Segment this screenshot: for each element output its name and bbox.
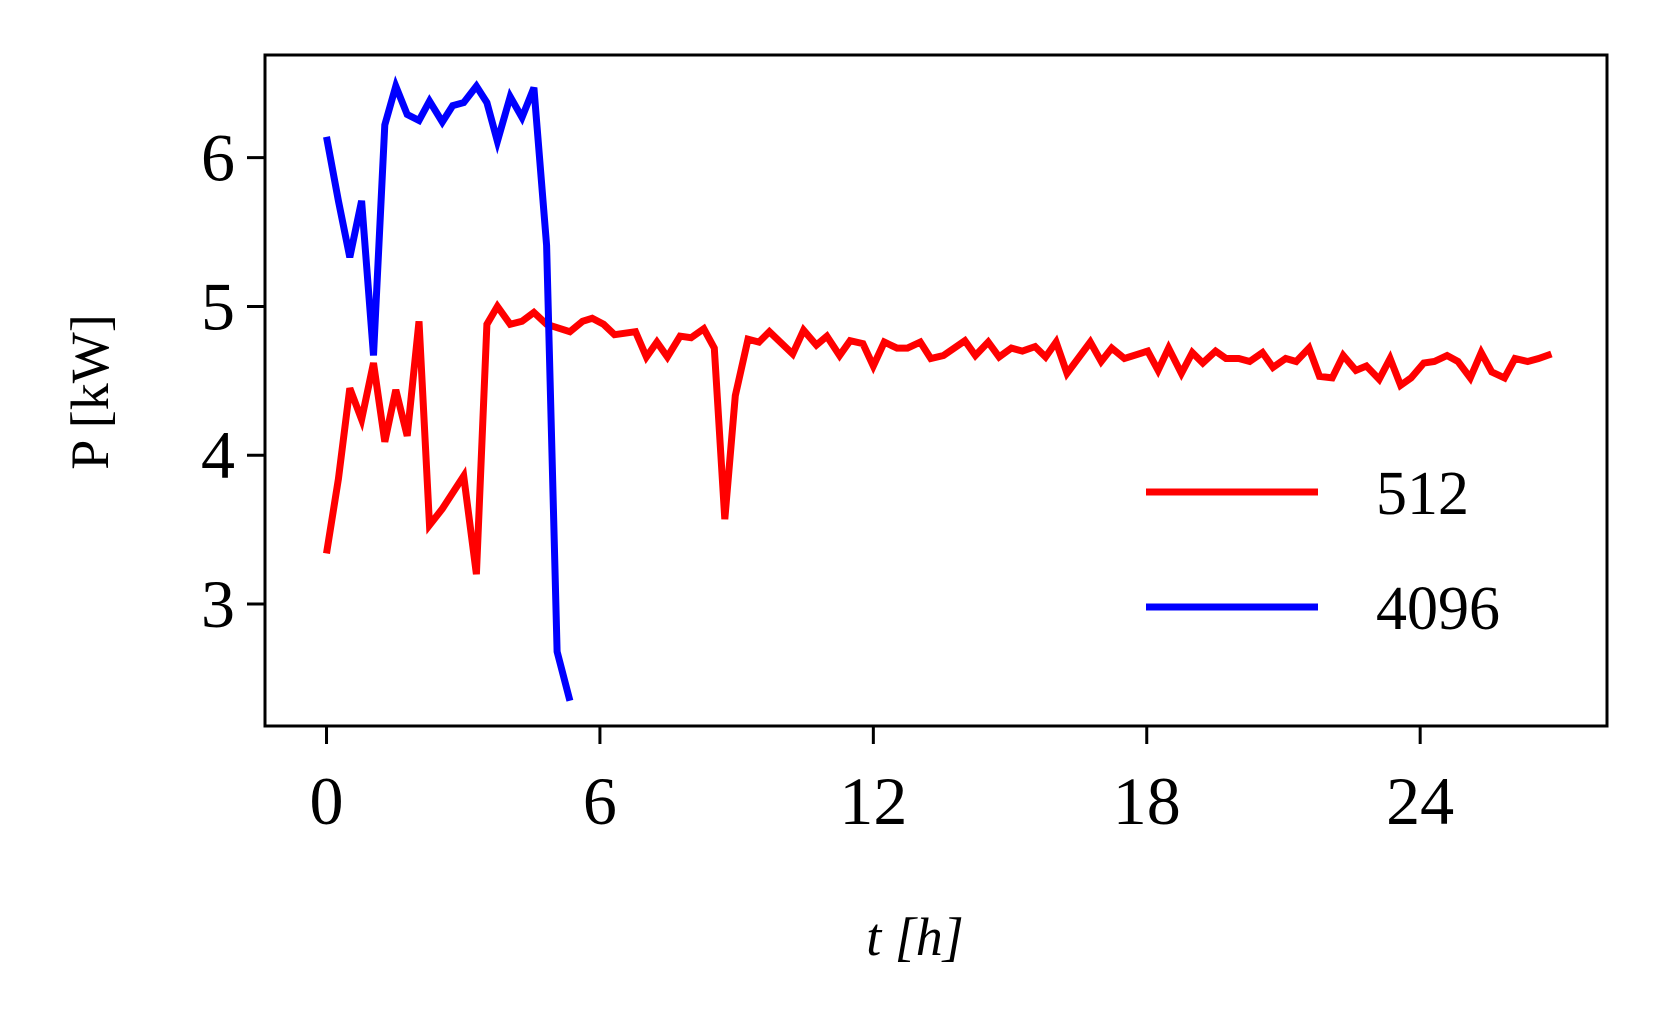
y-tick-label: 5 (201, 268, 235, 344)
series-line (323, 75, 574, 702)
y-tick-label: 4 (201, 417, 235, 493)
x-tick-label: 6 (583, 763, 617, 839)
x-tick-label: 18 (1113, 763, 1181, 839)
x-tick-label: 0 (310, 763, 344, 839)
series-line (323, 299, 1553, 575)
y-tick-label: 3 (201, 566, 235, 642)
x-tick-label: 24 (1386, 763, 1454, 839)
y-axis-label: P [kW] (60, 314, 120, 469)
x-axis-label: t [h] (866, 907, 964, 967)
legend-label: 512 (1376, 460, 1469, 528)
plot-frame (263, 53, 1609, 728)
y-tick-label: 6 (201, 120, 235, 196)
legend-label: 4096 (1376, 575, 1500, 643)
x-tick-label: 12 (839, 763, 907, 839)
